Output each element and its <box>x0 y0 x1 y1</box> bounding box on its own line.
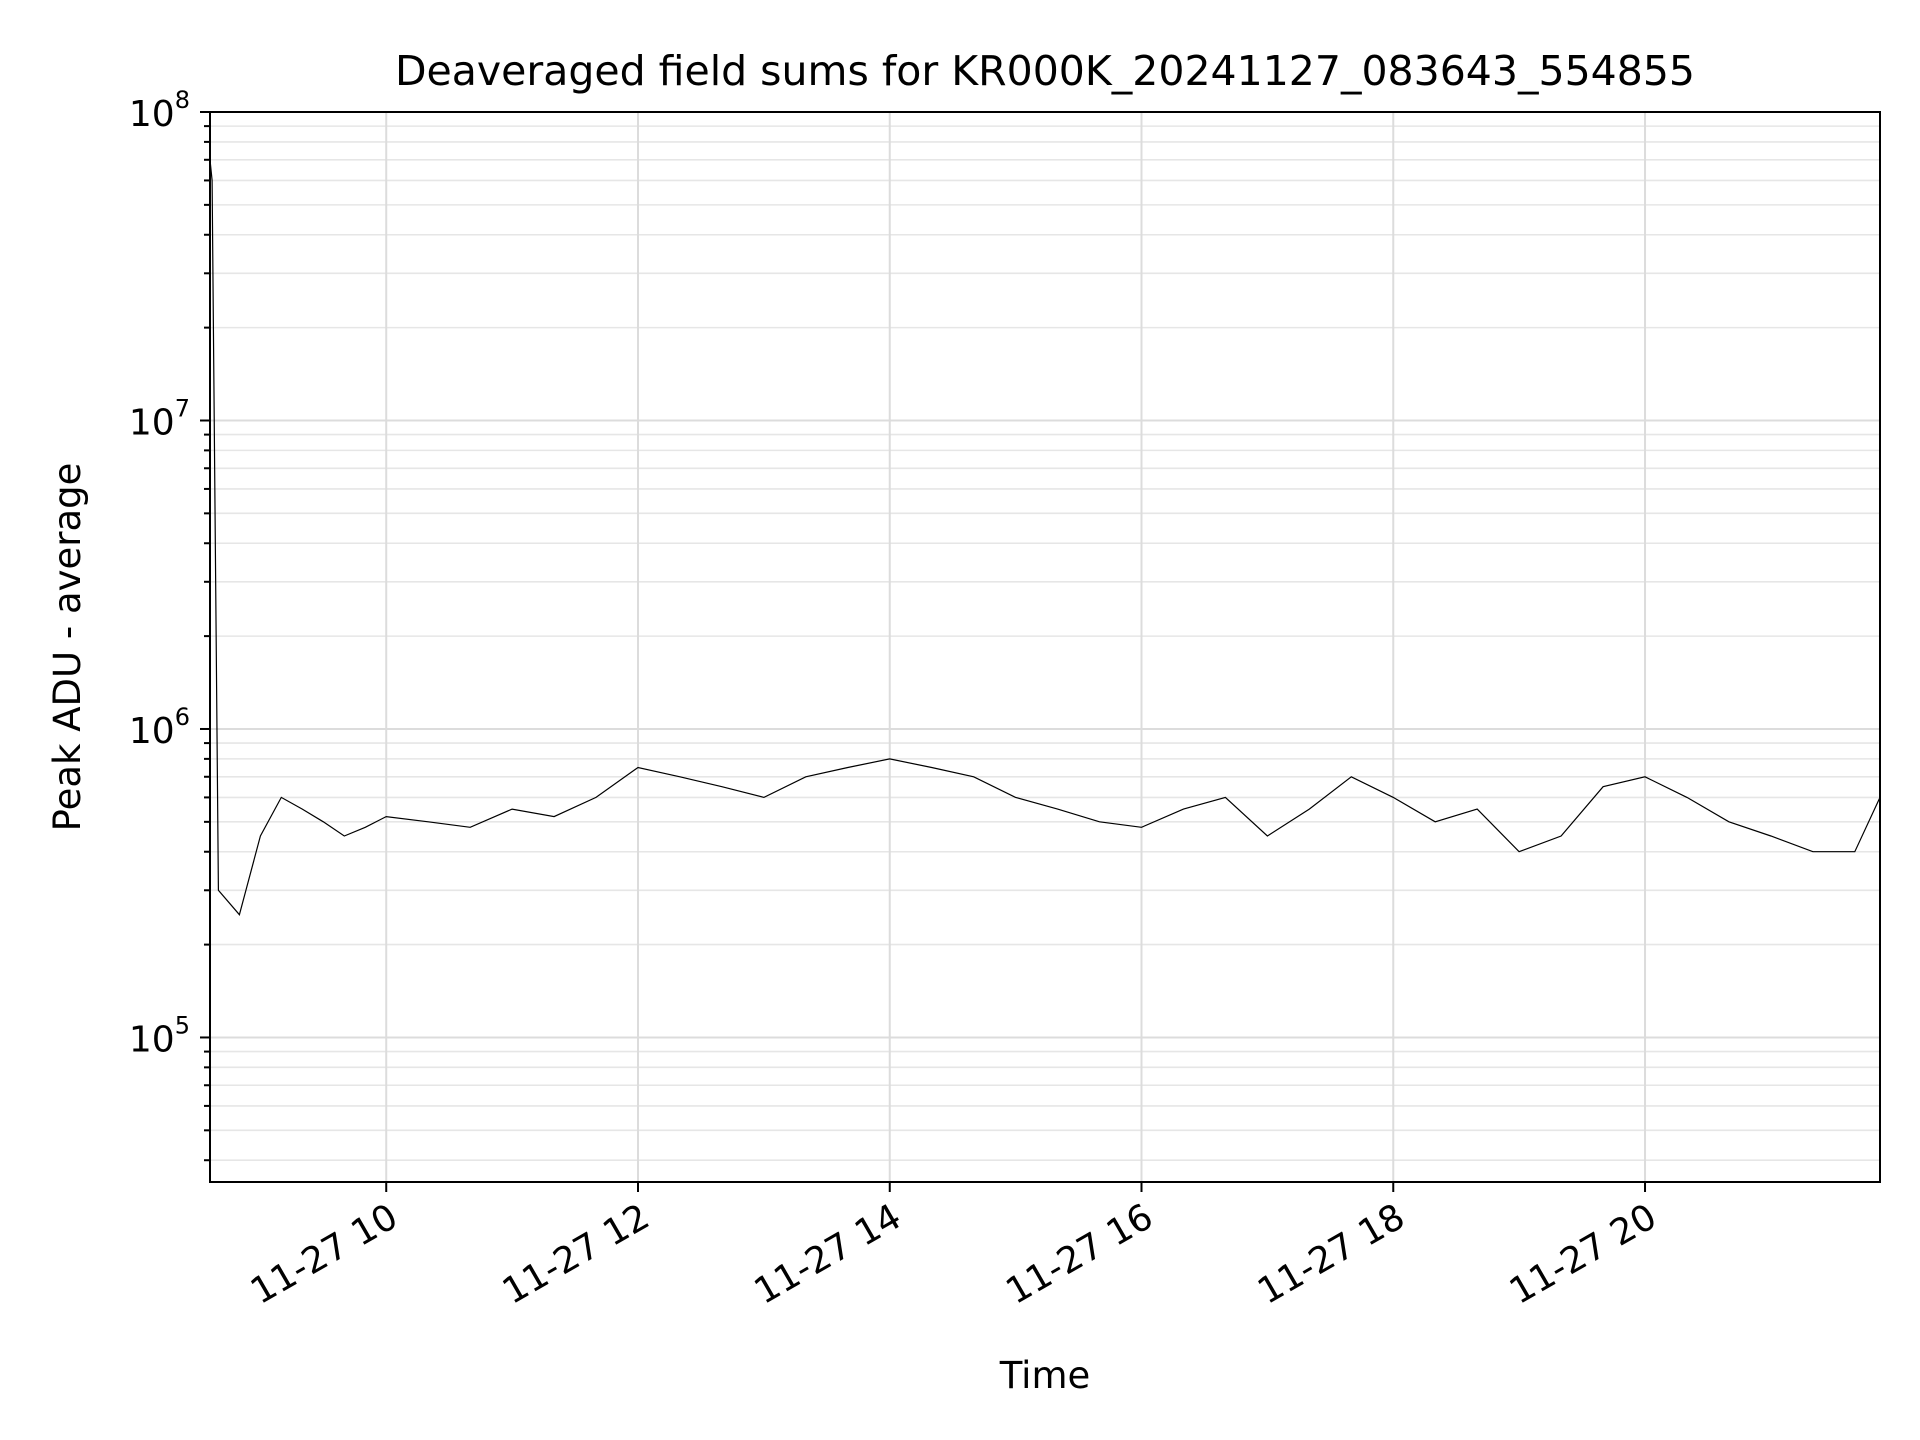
plot-frame <box>209 111 1881 1183</box>
y-axis: 105 106 107 108 <box>129 86 210 1162</box>
x-tick-label: 11-27 18 <box>1251 1196 1412 1312</box>
y-tick-label: 107 <box>129 394 190 443</box>
y-tick-label: 108 <box>129 86 190 135</box>
y-gridlines <box>210 111 1880 1162</box>
x-tick-label: 11-27 20 <box>1503 1196 1664 1312</box>
x-tick-label: 11-27 10 <box>244 1196 405 1312</box>
x-tick-label: 11-27 16 <box>999 1196 1160 1312</box>
x-tick-label: 11-27 12 <box>496 1196 657 1312</box>
y-tick-label: 106 <box>129 703 190 752</box>
x-axis: 11-27 10 11-27 12 11-27 14 11-27 16 11-27 18… <box>244 1182 1664 1313</box>
x-gridlines <box>385 112 1647 1182</box>
x-axis-label: Time <box>999 1354 1091 1397</box>
series-line <box>209 159 1881 916</box>
y-tick-label: 105 <box>129 1011 190 1060</box>
x-tick-label: 11-27 14 <box>748 1196 909 1312</box>
y-axis-label: Peak ADU - average <box>46 463 89 832</box>
chart-title: Deaveraged field sums for KR000K_2024112… <box>395 47 1695 95</box>
